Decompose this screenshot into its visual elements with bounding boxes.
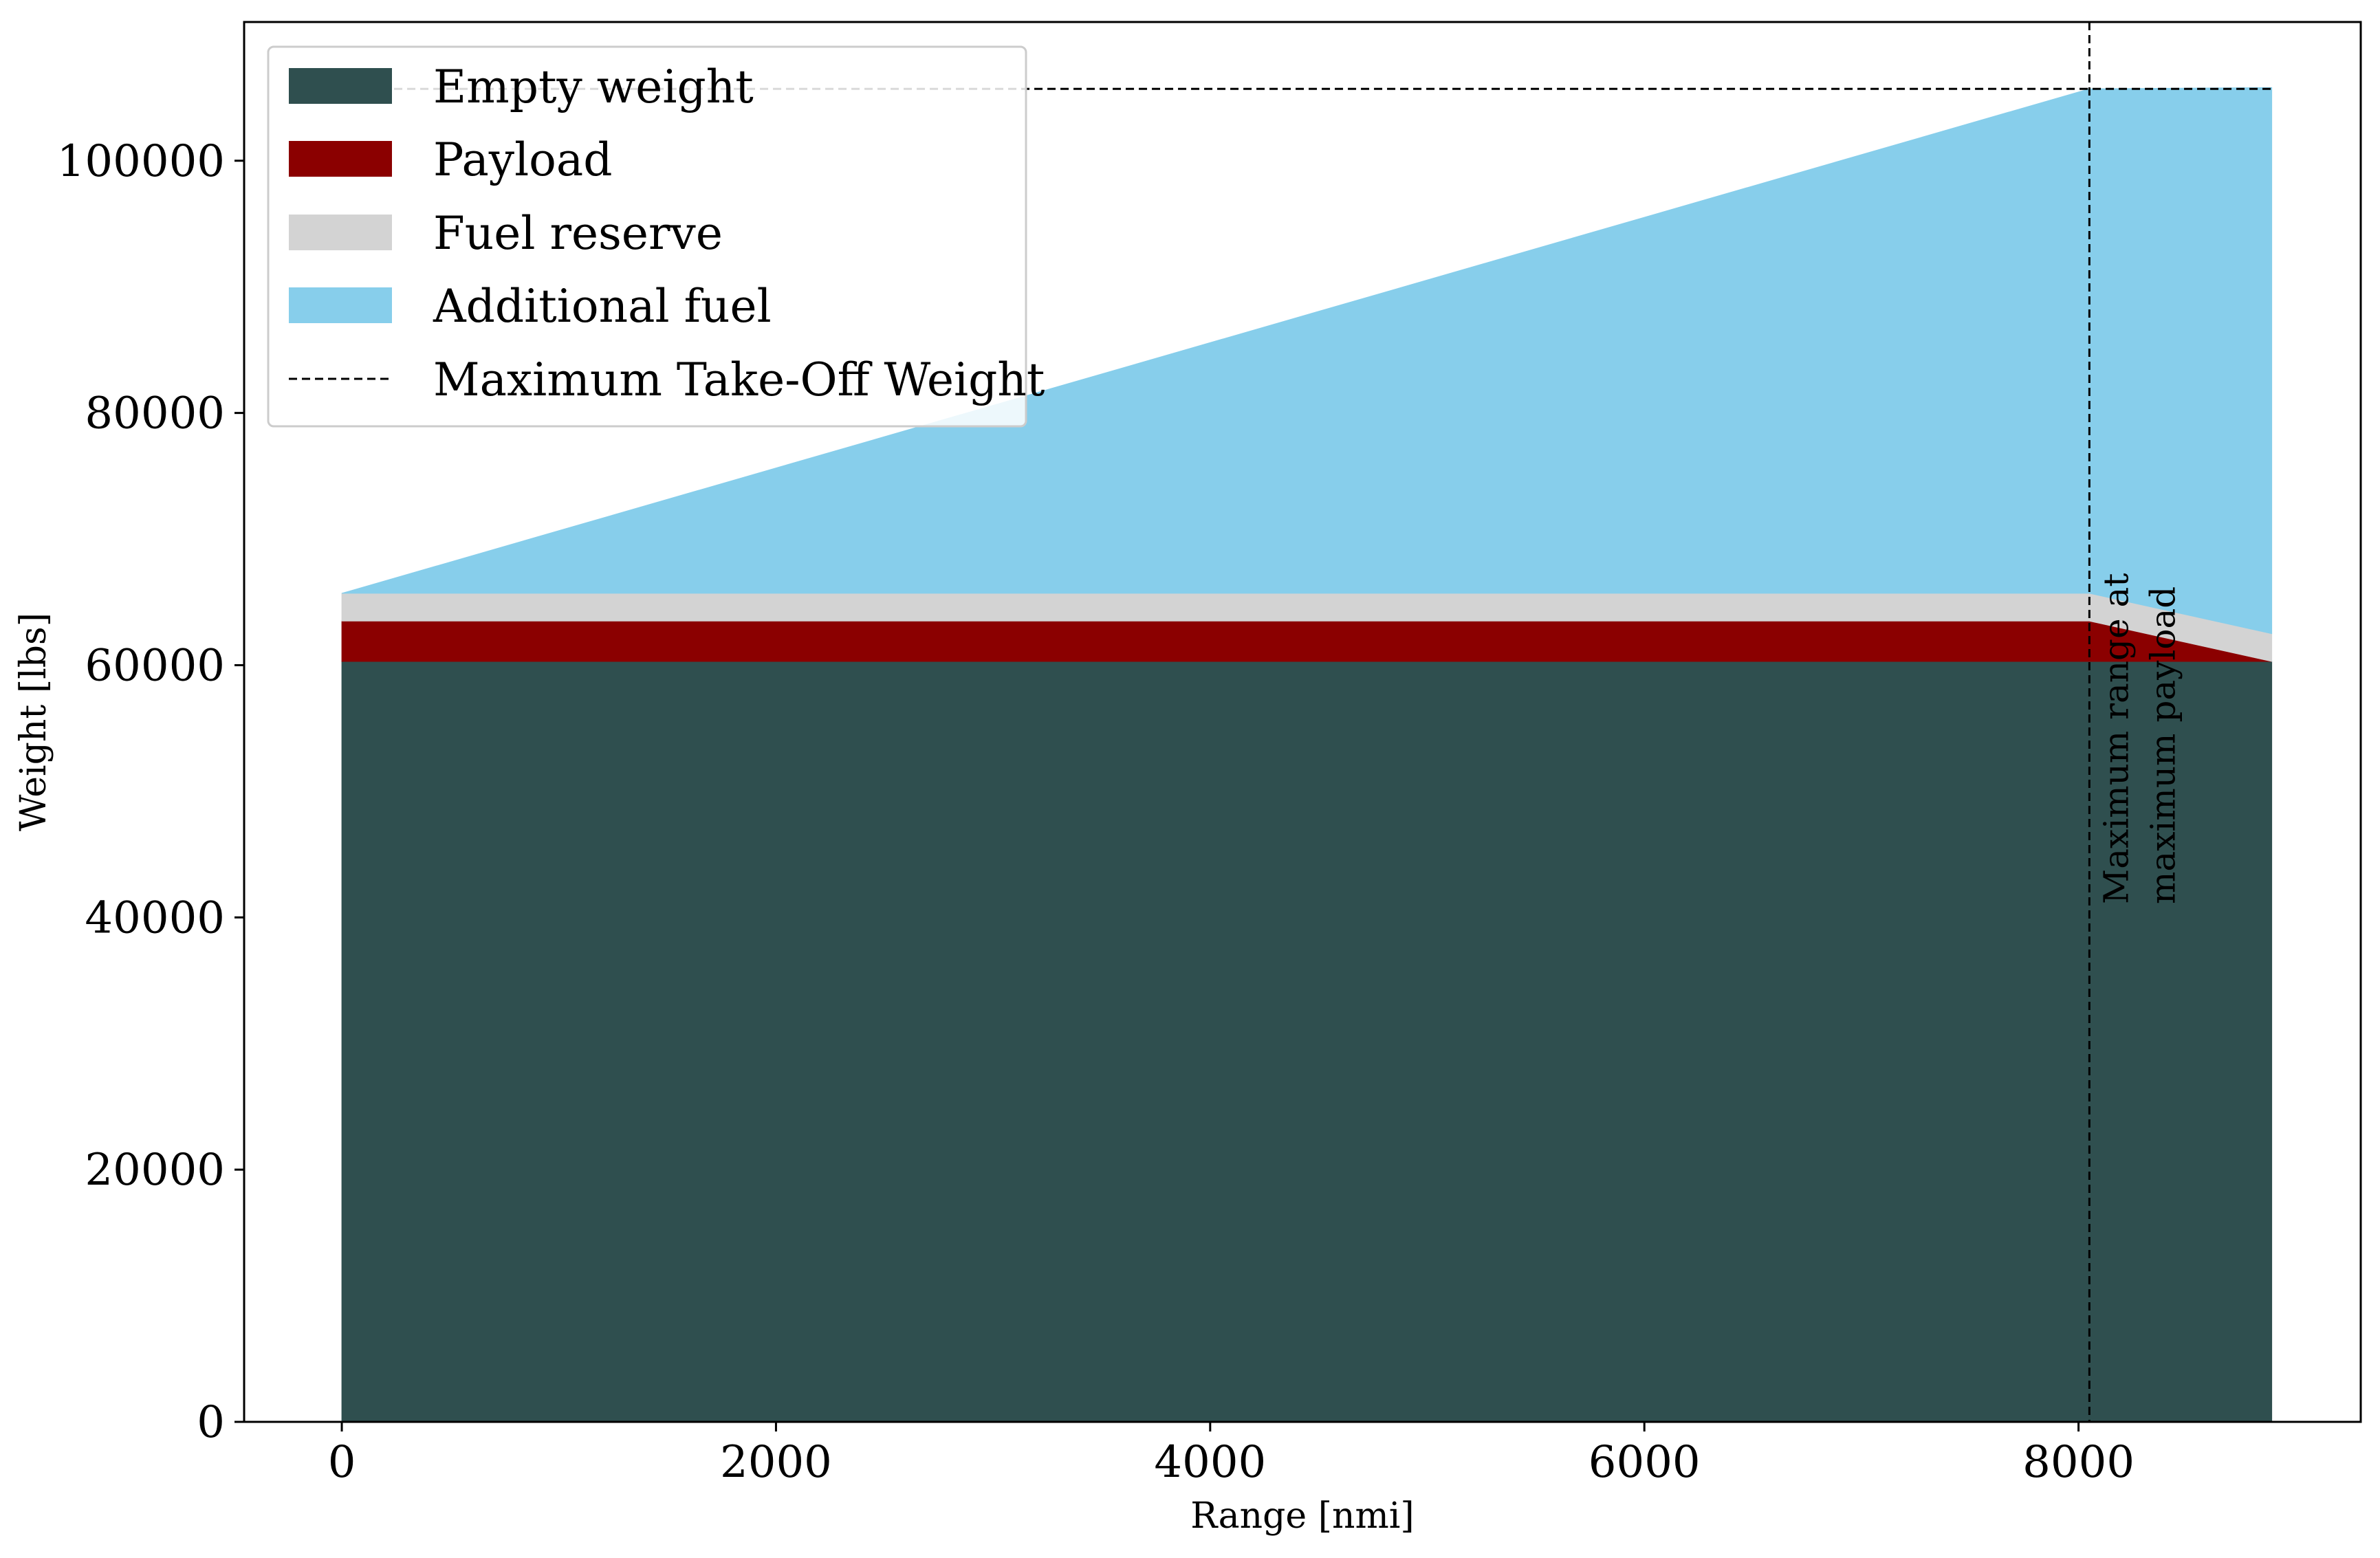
x-axis-label: Range [nmi] bbox=[1190, 1495, 1414, 1537]
max-range-annotation: Maximum range at maximum payload bbox=[2096, 573, 2183, 904]
legend-label-mtow: Maximum Take-Off Weight bbox=[433, 353, 1045, 406]
x-tick-label: 0 bbox=[328, 1437, 356, 1488]
y-tick-label: 100000 bbox=[57, 136, 225, 187]
legend-label-additional-fuel: Additional fuel bbox=[433, 280, 772, 333]
legend-swatch-empty-weight bbox=[289, 68, 392, 104]
axes-layer bbox=[243, 21, 2362, 1423]
area-empty-weight bbox=[341, 661, 2273, 1423]
x-tick-label: 6000 bbox=[1589, 1437, 1701, 1488]
area-additional-fuel bbox=[341, 87, 2273, 635]
area-series-layer bbox=[341, 87, 2273, 1423]
legend-swatch-payload bbox=[289, 141, 392, 177]
y-axis-label: Weight [lbs] bbox=[13, 613, 54, 831]
y-tick-label: 20000 bbox=[85, 1145, 225, 1196]
x-tick-label: 2000 bbox=[720, 1437, 832, 1488]
legend-label-payload: Payload bbox=[433, 133, 613, 186]
legend: Empty weight Payload Fuel reserve Additi… bbox=[267, 45, 1045, 428]
legend-label-empty-weight: Empty weight bbox=[433, 61, 754, 113]
y-tick-label: 60000 bbox=[85, 640, 225, 691]
max-range-annotation-line1: Maximum range at bbox=[2096, 573, 2136, 904]
y-tick-label: 40000 bbox=[85, 892, 225, 943]
legend-box bbox=[267, 45, 1027, 428]
legend-label-fuel-reserve: Fuel reserve bbox=[433, 207, 723, 260]
x-tick-label: 4000 bbox=[1154, 1437, 1266, 1488]
legend-swatch-additional-fuel bbox=[289, 287, 392, 323]
legend-swatch-fuel-reserve bbox=[289, 215, 392, 250]
y-tick-label: 0 bbox=[197, 1397, 225, 1448]
ticks-layer: 0 2000 4000 6000 800002000040000600008000010… bbox=[57, 136, 2135, 1488]
plot-frame bbox=[243, 21, 2362, 1423]
max-range-annotation-line2: maximum payload bbox=[2143, 586, 2183, 904]
x-tick-label: 8000 bbox=[2022, 1437, 2135, 1488]
area-payload bbox=[341, 620, 2272, 662]
y-tick-label: 80000 bbox=[85, 388, 225, 439]
